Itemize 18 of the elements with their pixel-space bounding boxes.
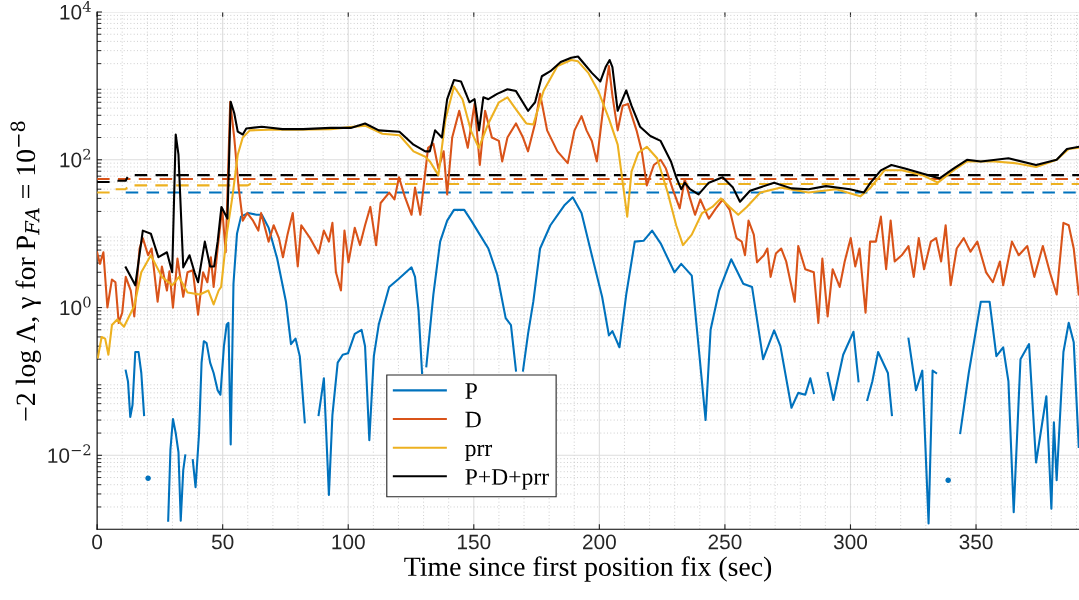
x-tick-label: 50 bbox=[211, 534, 234, 550]
y-tick-label: 10$^{−2}$ bbox=[48, 444, 91, 463]
x-axis-title: Time since first position fix (sec) bbox=[404, 556, 772, 582]
legend-label: prr bbox=[465, 444, 493, 461]
legend-label: P bbox=[465, 383, 477, 399]
x-tick-label: 200 bbox=[583, 534, 616, 550]
x-tick-label: 250 bbox=[708, 534, 742, 550]
x-tick-label: 100 bbox=[332, 534, 365, 550]
y-axis-title: −2 log Λ, γ for P$_{FA}$ = 10$^{−8}$ bbox=[10, 121, 41, 421]
legend-label: P+D+prr bbox=[465, 469, 549, 490]
legend-label: D bbox=[465, 411, 481, 428]
x-tick-label: 0 bbox=[92, 534, 103, 550]
y-tick-label: 10$^{4}$ bbox=[60, 1, 91, 20]
y-tick-label: 10$^{2}$ bbox=[60, 148, 91, 168]
y-tick-label: 10$^{0}$ bbox=[60, 296, 91, 316]
x-tick-label: 350 bbox=[959, 534, 993, 550]
x-tick-label: 300 bbox=[833, 534, 868, 550]
x-tick-label: 150 bbox=[458, 534, 491, 550]
